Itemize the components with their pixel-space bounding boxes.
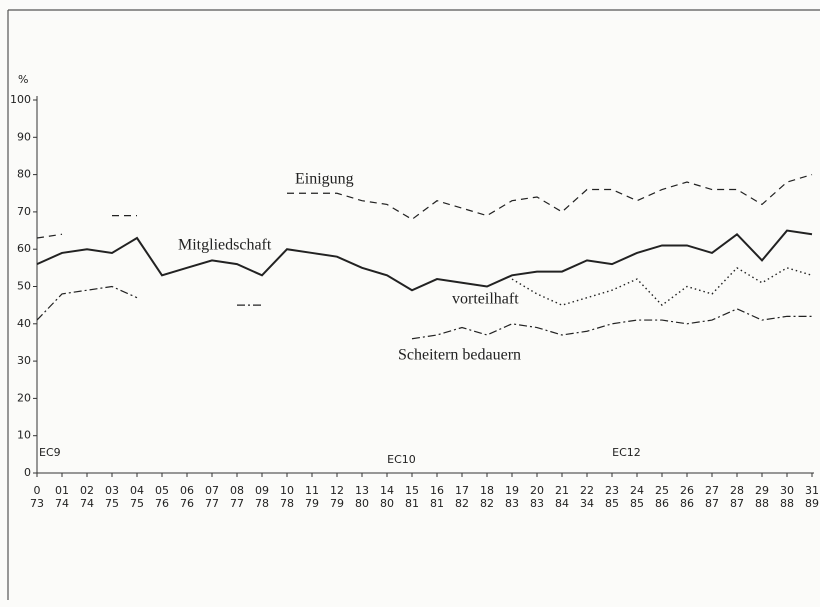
- x-tick-label: 24: [630, 484, 644, 497]
- x-tick-year: 83: [505, 497, 519, 510]
- x-tick-label: 17: [455, 484, 469, 497]
- x-tick-year: 83: [530, 497, 544, 510]
- x-tick-year: 87: [705, 497, 719, 510]
- x-tick-label: 22: [580, 484, 594, 497]
- x-tick-year: 76: [180, 497, 194, 510]
- x-tick-year: 77: [205, 497, 219, 510]
- x-tick-year: 79: [330, 497, 344, 510]
- x-tick-label: 03: [105, 484, 119, 497]
- y-tick-label: 90: [17, 130, 31, 143]
- x-tick-label: 06: [180, 484, 194, 497]
- y-tick-label: 100: [10, 93, 31, 106]
- y-tick-label: 80: [17, 168, 31, 181]
- x-tick-label: 18: [480, 484, 494, 497]
- x-tick-label: 12: [330, 484, 344, 497]
- series-label: Mitgliedschaft: [178, 237, 272, 254]
- x-tick-label: 29: [755, 484, 769, 497]
- series-line: [36, 174, 813, 239]
- x-tick-label: 28: [730, 484, 744, 497]
- x-tick-label: 0: [34, 484, 41, 497]
- x-tick-label: 26: [680, 484, 694, 497]
- x-tick-label: 08: [230, 484, 244, 497]
- x-tick-year: 74: [80, 497, 94, 510]
- series-line: [36, 285, 812, 340]
- x-tick-label: 25: [655, 484, 669, 497]
- x-tick-year: 74: [55, 497, 69, 510]
- x-tick-year: 34: [580, 497, 594, 510]
- x-tick-year: 88: [755, 497, 769, 510]
- series-label: Einigung: [295, 171, 354, 188]
- x-tick-label: 02: [80, 484, 94, 497]
- x-tick-label: 30: [780, 484, 794, 497]
- x-tick-year: 84: [555, 497, 569, 510]
- x-tick-year: 81: [430, 497, 444, 510]
- x-tick-label: 13: [355, 484, 369, 497]
- y-tick-label: 70: [17, 205, 31, 218]
- x-tick-year: 77: [230, 497, 244, 510]
- x-tick-year: 80: [380, 497, 394, 510]
- x-tick-year: 76: [155, 497, 169, 510]
- x-tick-label: 11: [305, 484, 319, 497]
- x-tick-year: 75: [130, 497, 144, 510]
- x-tick-year: 86: [680, 497, 694, 510]
- y-tick-label: 30: [17, 354, 31, 367]
- x-tick-label: 16: [430, 484, 444, 497]
- x-tick-label: 19: [505, 484, 519, 497]
- y-unit: %: [18, 73, 28, 86]
- annotation: EC10: [387, 453, 416, 466]
- x-tick-year: 82: [480, 497, 494, 510]
- x-tick-year: 87: [730, 497, 744, 510]
- x-tick-label: 05: [155, 484, 169, 497]
- annotation: EC12: [612, 446, 641, 459]
- y-tick-label: 0: [24, 466, 31, 479]
- x-tick-label: 01: [55, 484, 69, 497]
- y-tick-label: 20: [17, 391, 31, 404]
- x-tick-year: 89: [805, 497, 819, 510]
- x-tick-year: 75: [105, 497, 119, 510]
- annotation: EC9: [39, 446, 61, 459]
- y-tick-label: 10: [17, 429, 31, 442]
- x-tick-year: 85: [605, 497, 619, 510]
- x-tick-label: 31: [805, 484, 819, 497]
- x-tick-year: 85: [630, 497, 644, 510]
- x-tick-year: 86: [655, 497, 669, 510]
- series-label: vorteilhaft: [452, 291, 519, 308]
- y-tick-label: 50: [17, 280, 31, 293]
- x-tick-year: 80: [355, 497, 369, 510]
- series-label: Scheitern bedauern: [398, 347, 521, 364]
- x-tick-label: 14: [380, 484, 394, 497]
- x-tick-year: 79: [305, 497, 319, 510]
- x-tick-year: 81: [405, 497, 419, 510]
- series-line: [36, 229, 813, 292]
- x-tick-label: 07: [205, 484, 219, 497]
- x-tick-label: 20: [530, 484, 544, 497]
- x-tick-label: 27: [705, 484, 719, 497]
- x-tick-year: 78: [255, 497, 269, 510]
- y-tick-label: 60: [17, 242, 31, 255]
- x-tick-label: 23: [605, 484, 619, 497]
- x-tick-label: 04: [130, 484, 144, 497]
- y-tick-label: 40: [17, 317, 31, 330]
- series-line: [511, 266, 813, 307]
- x-tick-year: 78: [280, 497, 294, 510]
- x-tick-year: 82: [455, 497, 469, 510]
- x-tick-label: 09: [255, 484, 269, 497]
- x-tick-label: 15: [405, 484, 419, 497]
- x-tick-year: 73: [30, 497, 44, 510]
- x-tick-label: 10: [280, 484, 294, 497]
- x-tick-year: 88: [780, 497, 794, 510]
- x-tick-label: 21: [555, 484, 569, 497]
